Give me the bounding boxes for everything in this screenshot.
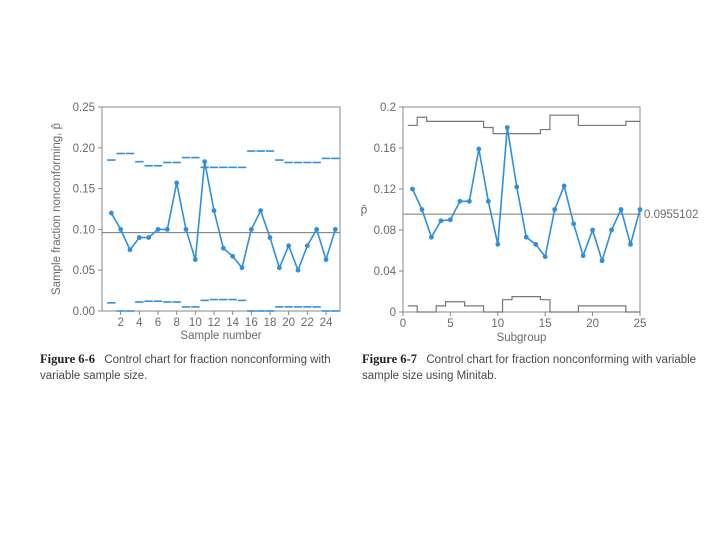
y-tick-label: 0.15 — [73, 184, 95, 196]
y-axis-label: Sample fraction nonconforming, p̂ — [51, 123, 63, 295]
data-point — [192, 257, 198, 262]
data-point — [561, 183, 567, 189]
x-tick-label: 25 — [634, 318, 647, 330]
x-tick-label: 10 — [189, 317, 202, 329]
data-point — [304, 243, 310, 249]
y-tick-label: 0.12 — [374, 184, 396, 196]
data-point — [485, 198, 491, 204]
data-point — [429, 234, 434, 240]
data-point — [542, 254, 548, 260]
data-point — [599, 258, 605, 264]
center-line-label: 0.0955102 — [644, 209, 698, 221]
data-point — [514, 184, 520, 190]
x-axis-label: Subgroup — [497, 332, 547, 344]
x-tick-label: 5 — [447, 318, 453, 330]
data-point — [618, 207, 624, 212]
y-tick-label: 0.00 — [73, 306, 95, 318]
data-point — [276, 265, 282, 271]
x-tick-label: 15 — [539, 318, 552, 330]
x-tick-label: 14 — [226, 317, 239, 329]
chart-fig-6-6: 0.000.050.100.150.200.252 4 6 8 10 12 14 16 18 20… — [51, 102, 341, 342]
data-point — [495, 241, 501, 247]
caption-label: Figure 6-7 — [362, 352, 417, 366]
series-line — [110, 161, 337, 273]
x-tick-label: 24 — [320, 317, 333, 329]
y-tick-label: 0.20 — [73, 143, 95, 155]
data-point — [239, 265, 245, 271]
data-point — [504, 125, 510, 130]
data-point — [286, 243, 292, 249]
data-point — [580, 253, 586, 259]
data-point — [448, 217, 453, 223]
data-point — [628, 241, 633, 247]
x-tick-label: 6 — [155, 317, 161, 329]
data-point — [108, 210, 114, 216]
y-tick-label: 0.25 — [73, 102, 95, 114]
data-point — [476, 146, 482, 152]
x-tick-label: 22 — [301, 317, 314, 329]
data-point — [155, 227, 161, 232]
x-tick-label: 4 — [136, 317, 143, 329]
x-axis-label: Sample number — [180, 330, 261, 342]
data-point — [146, 235, 152, 240]
data-point — [127, 247, 133, 253]
data-point — [533, 241, 539, 247]
data-point — [258, 208, 264, 214]
data-point — [523, 234, 529, 240]
lcl-step-line — [407, 296, 640, 313]
caption-fig-6-7: Figure 6-7 Control chart for fraction no… — [362, 352, 712, 384]
data-point — [295, 267, 301, 273]
y-tick-label: 0.10 — [73, 224, 95, 236]
x-tick-label: 0 — [400, 318, 406, 330]
data-point — [323, 257, 329, 262]
x-tick-label: 20 — [586, 318, 599, 330]
data-point — [136, 235, 142, 240]
data-point — [419, 207, 425, 212]
y-axis-label: p̂ — [361, 203, 368, 217]
x-tick-label: 16 — [245, 317, 258, 329]
data-point — [590, 227, 595, 233]
y-tick-label: 0.2 — [380, 102, 396, 114]
y-tick-label: 0 — [390, 307, 396, 319]
series-line — [411, 127, 641, 264]
data-point — [637, 207, 643, 212]
data-point — [230, 253, 236, 259]
caption-text: Control chart for fraction nonconforming… — [362, 354, 697, 382]
chart-fig-6-7: 0 0.04 0.08 0.12 0.16 0.2 0 5 10 15 20 25 Subgroup p̂… — [361, 102, 699, 344]
ucl-step-line — [407, 114, 640, 135]
data-point — [609, 227, 614, 233]
data-point — [457, 198, 463, 204]
data-point — [202, 159, 208, 165]
caption-fig-6-6: Figure 6-6 Control chart for fraction no… — [40, 352, 342, 384]
data-point — [164, 227, 170, 232]
data-point — [220, 245, 226, 251]
data-point — [438, 218, 444, 224]
y-tick-label: 0.04 — [374, 266, 397, 278]
data-point — [410, 186, 415, 192]
y-tick-label: 0.08 — [374, 225, 396, 237]
y-tick-label: 0.05 — [73, 265, 95, 277]
data-point — [211, 208, 217, 214]
data-point — [174, 180, 180, 186]
data-point — [118, 227, 124, 232]
plot-frame — [101, 106, 341, 312]
caption-text: Control chart for fraction nonconforming… — [40, 354, 331, 382]
data-point — [571, 221, 577, 227]
data-point — [248, 227, 254, 232]
x-tick-label: 12 — [208, 317, 221, 329]
x-tick-label: 2 — [117, 317, 123, 329]
data-point — [332, 227, 338, 232]
y-tick-label: 0.16 — [374, 143, 396, 155]
data-point — [466, 198, 472, 204]
x-tick-label: 8 — [173, 317, 179, 329]
caption-label: Figure 6-6 — [40, 352, 95, 366]
data-point — [552, 207, 558, 212]
data-point — [183, 227, 189, 232]
x-tick-label: 10 — [491, 318, 504, 330]
x-tick-label: 20 — [282, 317, 295, 329]
data-point — [314, 227, 320, 232]
x-tick-label: 18 — [264, 317, 277, 329]
data-point — [267, 235, 273, 240]
